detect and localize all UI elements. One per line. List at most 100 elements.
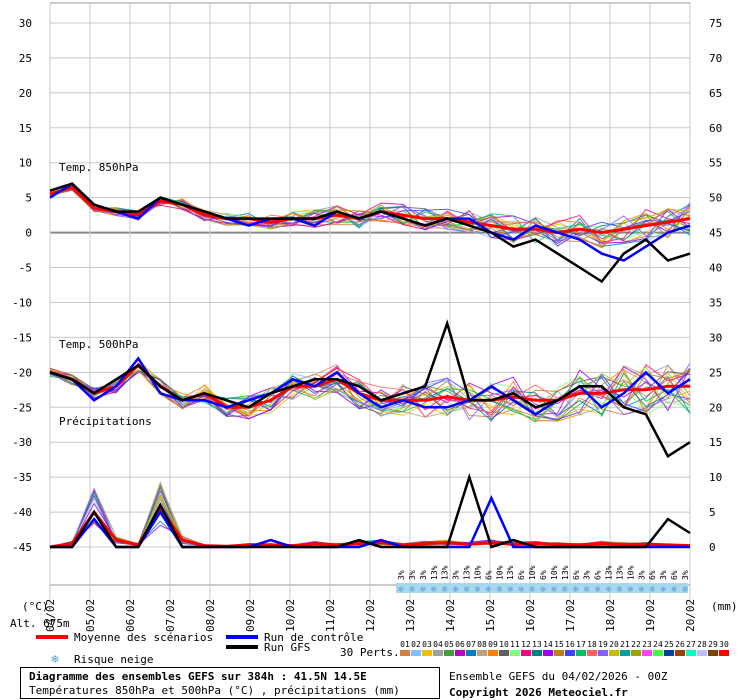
snow-flake-icon: ❄ [584,585,590,595]
right-tick-label: 55 [709,157,722,170]
right-tick-label: 30 [709,331,722,344]
legend-pert-id: 18 [587,640,597,649]
snow-flake-icon: ❄ [540,585,546,595]
snow-flake-icon: ❄ [497,585,503,595]
legend-snow-icon: ❄ [51,652,58,666]
legend-pert-swatch [411,650,421,656]
run-info: Ensemble GEFS du 04/02/2026 - 00Z [449,670,668,683]
legend-pert-swatch [631,650,641,656]
legend-pert-swatch [521,650,531,656]
right-tick-label: 25 [709,366,722,379]
snow-risk-percent: 3% [583,570,592,580]
grid [49,2,691,605]
legend-pert-swatch [466,650,476,656]
legend-pert-id: 29 [708,640,718,649]
legend-pert-swatch [642,650,652,656]
snow-risk-percent: 6% [594,570,603,580]
legend-pert-swatch [422,650,432,656]
legend-pert-id: 28 [697,640,707,649]
snow-risk-percent: 10% [626,565,635,580]
snow-flake-icon: ❄ [650,585,656,595]
legend-pert-swatch [488,650,498,656]
altitude-label: Alt. 675m [10,617,70,630]
legend-pert-swatch [499,650,509,656]
snow-risk-percent: 13% [463,565,472,580]
snow-risk-percent: 6% [517,570,526,580]
left-tick-label: 25 [19,52,32,65]
legend-pert-swatch [653,650,663,656]
series-line-t500 [49,319,691,458]
legend-pert-id: 07 [466,640,476,649]
date-tick-label: 15/02 [484,599,497,632]
chart-title-box: Diagramme des ensembles GEFS sur 384h : … [20,667,440,699]
left-tick-label: 0 [25,227,32,240]
snow-risk-percent: 13% [605,565,614,580]
date-tick-label: 14/02 [444,599,457,632]
legend-pert-id: 22 [631,640,641,649]
legend-pert-id: 13 [532,640,542,649]
left-tick-label: -25 [12,401,32,414]
main-lines [49,182,691,549]
date-tick-label: 06/02 [124,599,137,632]
snow-risk-percent: 3% [408,570,417,580]
right-tick-label: 50 [709,192,722,205]
legend-pert-id: 01 [400,640,410,649]
date-tick-label: 05/02 [84,599,97,632]
legend-control-label: Run de contrôle [264,631,363,644]
date-tick-label: 08/02 [204,599,217,632]
right-tick-label: 40 [709,262,722,275]
right-tick-label: 15 [709,436,722,449]
legend-pert-swatch [620,650,630,656]
legend-pert-id: 02 [411,640,421,649]
left-tick-label: -35 [12,471,32,484]
legend-pert-swatch [455,650,465,656]
legend-pert-id: 19 [598,640,608,649]
legend-gfs-label: Run GFS [264,641,310,654]
panel-label-500: Temp. 500hPa [59,338,138,351]
legend-pert-swatch [554,650,564,656]
left-tick-label: -15 [12,331,32,344]
snow-risk-band [396,583,688,593]
snow-risk-percent: 13% [506,565,515,580]
date-tick-label: 11/02 [324,599,337,632]
legend-pert-swatch [675,650,685,656]
legend-perts-label: 30 Perts. [340,646,400,659]
snow-risk-percent: 3% [452,570,461,580]
legend-pert-swatch [510,650,520,656]
legend-pert-swatch [543,650,553,656]
legend-mean-label: Moyenne des scénarios [74,631,213,644]
legend-pert-id: 10 [499,640,509,649]
snow-flake-icon: ❄ [508,585,514,595]
left-tick-label: 10 [19,157,32,170]
right-tick-label: 60 [709,122,722,135]
legend-pert-id: 15 [554,640,564,649]
legend-pert-swatch [477,650,487,656]
labels: Temp. 850hPa Temp. 500hPa Précipitations [59,161,152,428]
legend-pert-id: 12 [521,640,531,649]
legend-pert-swatch [708,650,718,656]
right-tick-label: 45 [709,227,722,240]
axes: 302520151050-5-10-15-20-25-30-35-40-4575… [10,17,738,632]
date-tick-label: 17/02 [564,599,577,632]
snow-flake-icon: ❄ [682,585,688,595]
right-tick-label: 75 [709,17,722,30]
legend-pert-id: 30 [719,640,729,649]
legend-pert-id: 03 [422,640,432,649]
snow-flake-icon: ❄ [551,585,557,595]
left-tick-label: -5 [19,262,32,275]
legend-pert-id: 23 [642,640,652,649]
right-tick-label: 5 [709,506,716,519]
series-line-t850 [49,182,691,284]
legend-pert-id: 27 [686,640,696,649]
date-tick-label: 04/02 [44,599,57,632]
snow-risk-percent: 3% [659,570,668,580]
snow-risk-row: 3%❄3%❄3%❄13%❄13%❄3%❄13%❄10%❄6%❄10%❄13%❄6… [396,565,690,595]
snow-flake-icon: ❄ [562,585,568,595]
left-tick-label: -45 [12,541,32,554]
legend-pert-id: 11 [510,640,520,649]
left-tick-label: -10 [12,296,32,309]
snow-flake-icon: ❄ [595,585,601,595]
date-tick-label: 19/02 [644,599,657,632]
snow-flake-icon: ❄ [398,585,404,595]
snow-flake-icon: ❄ [475,585,481,595]
